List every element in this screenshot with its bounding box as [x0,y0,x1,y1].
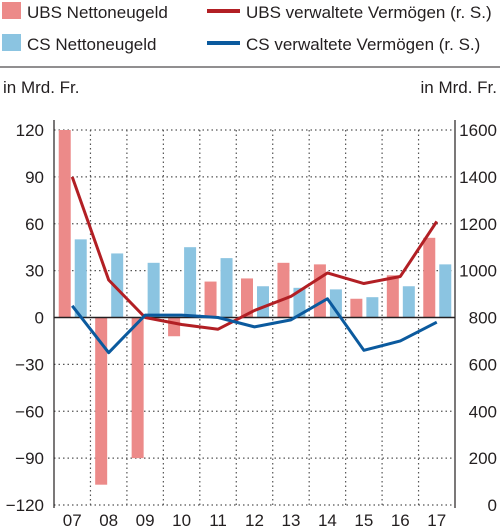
line-ubs-aum [70,176,439,331]
bar-cs-net [329,289,342,318]
left-tick-label: 60 [25,215,44,234]
right-tick-label: 800 [469,309,497,328]
bar-ubs-net [350,298,363,318]
bar-ubs-net [58,130,71,318]
bar-cs-net [111,253,124,318]
bar-ubs-net [131,317,144,459]
x-tick-label: 13 [281,511,300,529]
right-tick-label: 1000 [459,262,497,281]
legend-label-ubs-net: UBS Nettoneugeld [27,3,168,22]
bar-ubs-net [386,275,399,318]
legend: UBS Nettoneugeld CS Nettoneugeld UBS ver… [2,2,492,54]
x-tick-label: 15 [354,511,373,529]
bar-ubs-net [277,262,290,318]
bar-ubs-net [313,264,326,318]
legend-label-ubs-aum: UBS verwaltete Vermögen (r. S.) [246,3,492,22]
plot-area: 1209060300−30−60−90−12016001400120010008… [6,120,497,529]
bar-ubs-net [204,281,217,318]
right-tick-label: 600 [469,355,497,374]
x-tick-label: 12 [245,511,264,529]
x-tick-label: 07 [63,511,82,529]
x-tick-label: 16 [391,511,410,529]
x-tick-label: 09 [136,511,155,529]
left-tick-label: −30 [15,355,44,374]
right-tick-label: 1200 [459,215,497,234]
right-axis-unit-label: in Mrd. Fr. [420,78,497,97]
bar-ubs-net [423,237,436,318]
left-tick-label: −60 [15,402,44,421]
left-tick-label: −90 [15,449,44,468]
left-tick-label: 120 [16,121,44,140]
bar-cs-net [220,258,233,318]
right-tick-label: 400 [469,402,497,421]
bar-ubs-net [241,278,253,318]
bar-cs-net [293,287,306,318]
bar-ubs-net [95,317,108,485]
x-tick-label: 17 [427,511,446,529]
left-tick-label: 30 [25,262,44,281]
bar-cs-net [257,286,269,318]
x-tick-label: 08 [99,511,118,529]
right-tick-label: 1600 [459,121,497,140]
right-tick-label: 1400 [459,168,497,187]
bar-cs-net [439,264,452,318]
left-tick-label: 90 [25,168,44,187]
left-axis-unit-label: in Mrd. Fr. [3,78,80,97]
right-tick-label: 0 [488,496,497,515]
left-tick-label: −120 [6,496,44,515]
bar-cs-net [366,297,379,318]
legend-label-cs-net: CS Nettoneugeld [27,35,156,54]
legend-label-cs-aum: CS verwaltete Vermögen (r. S.) [246,35,480,54]
x-tick-label: 10 [172,511,191,529]
bar-cs-net [74,239,87,318]
line-cs-aum [71,297,438,355]
bar-cs-net [147,262,160,318]
bar-cs-net [402,286,415,318]
legend-swatch-cs-net [2,34,21,51]
x-tick-label: 14 [318,511,337,529]
legend-swatch-ubs-net [2,2,21,19]
x-tick-label: 11 [209,511,227,529]
bar-cs-net [184,247,197,318]
left-tick-label: 0 [35,309,44,328]
right-tick-label: 200 [469,449,497,468]
bar-ubs-net [168,317,181,337]
